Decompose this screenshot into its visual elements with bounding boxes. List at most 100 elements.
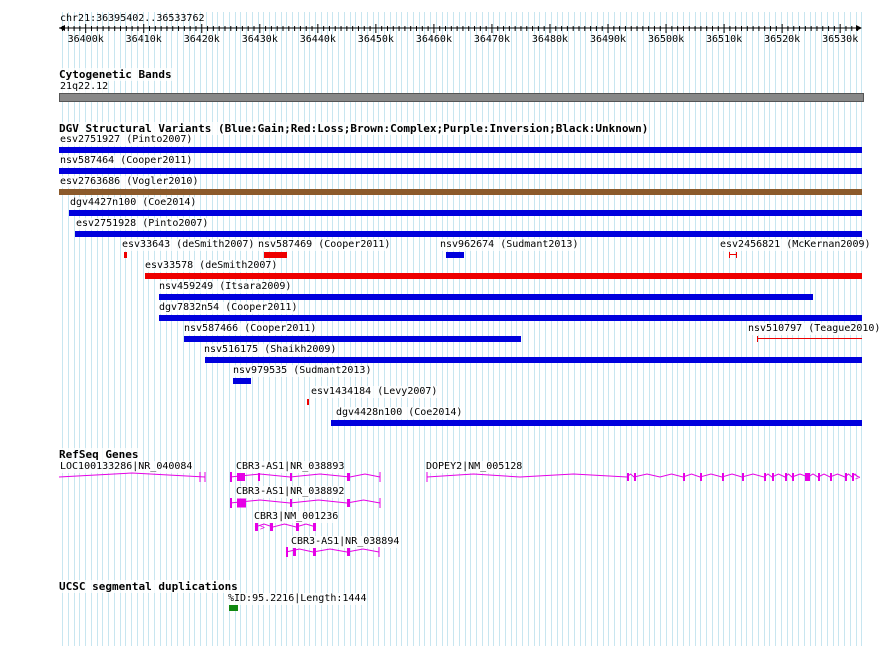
variant-bar[interactable]: [159, 294, 813, 300]
segdup-feature[interactable]: [229, 605, 238, 611]
grid-line: [114, 12, 115, 646]
variant-bar[interactable]: [59, 147, 862, 153]
gene-exon: [258, 473, 260, 481]
grid-line: [131, 12, 132, 646]
gene-exon: [785, 473, 787, 481]
grid-line: [608, 12, 609, 646]
variant-label[interactable]: nsv510797 (Teague2010): [748, 323, 881, 335]
variant-label[interactable]: nsv587466 (Cooper2011): [184, 323, 317, 335]
grid-line: [327, 12, 328, 646]
gene-exon: [347, 548, 350, 556]
variant-label[interactable]: esv33578 (deSmith2007): [145, 260, 278, 272]
gene-label[interactable]: CBR3-AS1|NR_038894: [291, 536, 400, 548]
gene-exon: [852, 473, 854, 481]
grid-line: [74, 12, 75, 646]
variant-label[interactable]: esv2456821 (McKernan2009): [720, 239, 871, 251]
gene-intron: [58, 472, 206, 478]
grid-line: [430, 12, 431, 646]
variant-label[interactable]: nsv459249 (Itsara2009): [159, 281, 292, 293]
grid-line: [614, 12, 615, 646]
variant-bar[interactable]: [307, 399, 309, 405]
variant-label[interactable]: dgv4428n100 (Coe2014): [336, 407, 463, 419]
grid-line: [120, 12, 121, 646]
grid-line: [505, 12, 506, 646]
variant-label[interactable]: dgv7832n54 (Cooper2011): [159, 302, 298, 314]
ruler-tick-label: 36410k: [125, 34, 162, 45]
variant-bar[interactable]: [446, 252, 464, 258]
gene-exon: [764, 473, 766, 481]
variant-bar[interactable]: [205, 357, 862, 363]
grid-line: [516, 12, 517, 646]
gene-label[interactable]: LOC100133286|NR_040084: [60, 461, 193, 473]
gene-label[interactable]: CBR3-AS1|NR_038892: [236, 486, 345, 498]
variant-bar[interactable]: [233, 378, 251, 384]
variant-label[interactable]: esv1434184 (Levy2007): [311, 386, 438, 398]
variant-label[interactable]: nsv962674 (Sudmant2013): [440, 239, 579, 251]
gene-label[interactable]: CBR3|NM_001236: [254, 511, 339, 523]
cytoband-track-title: Cytogenetic Bands: [59, 68, 172, 81]
variant-label[interactable]: dgv4427n100 (Coe2014): [70, 197, 197, 209]
variant-bar[interactable]: [59, 189, 862, 195]
variant-bar[interactable]: [264, 252, 287, 258]
grid-line: [488, 12, 489, 646]
gene-exon: [830, 473, 832, 481]
ruler-tick-label: 36530k: [822, 34, 859, 45]
gene-label[interactable]: DOPEY2|NM_005128: [426, 461, 523, 473]
variant-bar[interactable]: [124, 252, 127, 258]
variant-bar[interactable]: [729, 252, 737, 258]
grid-line: [660, 12, 661, 646]
variant-bar[interactable]: [145, 273, 862, 279]
variant-label[interactable]: nsv979535 (Sudmant2013): [233, 365, 372, 377]
grid-line: [746, 12, 747, 646]
variant-label[interactable]: nsv587464 (Cooper2011): [60, 155, 193, 167]
segdup-label[interactable]: %ID:95.2216|Length:1444: [228, 593, 367, 605]
grid-line: [735, 12, 736, 646]
gene-exon: [313, 523, 316, 531]
gene-exon: [347, 473, 350, 481]
variant-bar[interactable]: [75, 231, 862, 237]
gene-label[interactable]: CBR3-AS1|NR_038893: [236, 461, 345, 473]
grid-line: [332, 12, 333, 646]
ruler-tick-label: 36520k: [764, 34, 801, 45]
variant-label[interactable]: esv33643 (deSmith2007): [122, 239, 255, 251]
grid-line: [603, 12, 604, 646]
variant-label[interactable]: esv2763686 (Vogler2010): [60, 176, 199, 188]
gene-exon: [296, 523, 299, 531]
variant-label[interactable]: esv2751928 (Pinto2007): [76, 218, 209, 230]
variant-label[interactable]: nsv587469 (Cooper2011): [258, 239, 391, 251]
ruler[interactable]: [0, 0, 890, 60]
gene-exon: [700, 473, 702, 481]
grid-line: [413, 12, 414, 646]
gene-exon: [792, 473, 794, 481]
grid-line: [108, 12, 109, 646]
gene-intron: [229, 499, 381, 504]
location-label: chr21:36395402..36533762: [60, 13, 205, 24]
variant-label[interactable]: esv2751927 (Pinto2007): [60, 134, 193, 146]
ruler-tick-label: 36480k: [531, 34, 569, 45]
grid-line: [436, 12, 437, 646]
variant-bar[interactable]: [757, 336, 862, 342]
variant-bar[interactable]: [59, 168, 862, 174]
gene-exon: [255, 523, 258, 531]
grid-line: [591, 12, 592, 646]
grid-line: [350, 12, 351, 646]
gene-exon: [772, 473, 774, 481]
cytoband-bar[interactable]: [59, 93, 864, 102]
grid-line: [528, 12, 529, 646]
refseq-track-title: RefSeq Genes: [59, 448, 139, 461]
ruler-tick-label: 36490k: [589, 34, 627, 45]
grid-line: [741, 12, 742, 646]
gene-strand-arrow: >: [855, 473, 861, 483]
ruler-tick-label: 36420k: [183, 34, 220, 45]
variant-label[interactable]: nsv516175 (Shaikh2009): [204, 344, 337, 356]
gene-intron: [229, 473, 381, 478]
grid-line: [585, 12, 586, 646]
grid-line: [712, 12, 713, 646]
cytoband-label: 21q22.12: [60, 81, 109, 93]
variant-bar[interactable]: [184, 336, 521, 342]
variant-bar[interactable]: [331, 420, 862, 426]
grid-line: [102, 12, 103, 646]
variant-bar[interactable]: [69, 210, 862, 216]
variant-bar[interactable]: [159, 315, 862, 321]
